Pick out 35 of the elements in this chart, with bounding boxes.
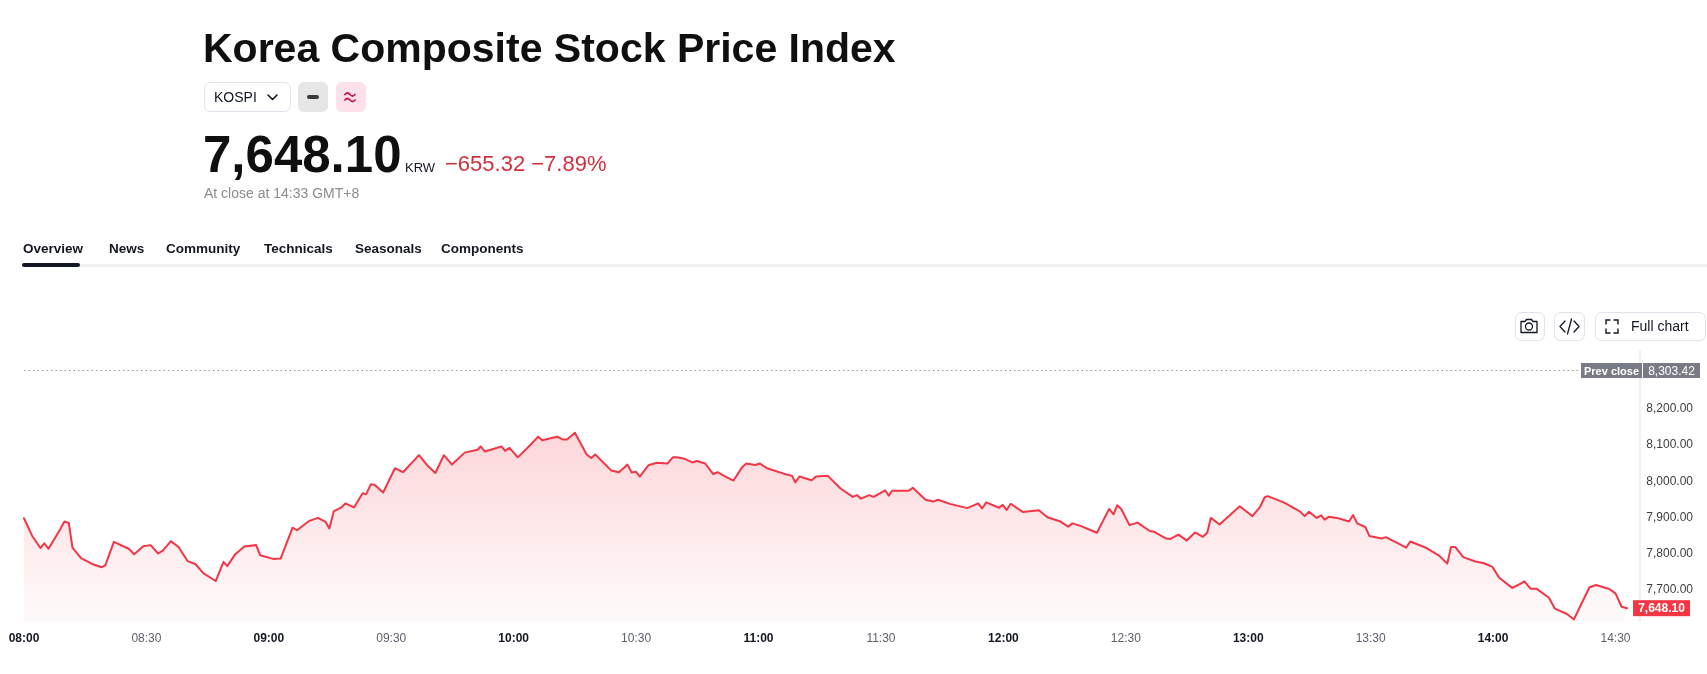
text: KRW	[405, 160, 436, 175]
text: −655.32 −7.89%	[445, 151, 607, 176]
y-tick-label: 7,700.00	[1646, 582, 1694, 597]
text: At close at 14:33 GMT+8	[204, 185, 360, 201]
text: KOSPI	[214, 89, 257, 105]
text: Community	[166, 241, 241, 256]
y-tick-label: 8,200.00	[1646, 401, 1694, 416]
x-tick-label: 11:30	[866, 631, 896, 645]
x-tick-label: 09:00	[253, 631, 285, 645]
x-tick-label: 10:30	[621, 631, 652, 645]
x-tick-label: 10:00	[498, 631, 530, 645]
x-tick-label: 11:00	[743, 631, 774, 645]
annotation: 7,648.10	[1638, 601, 1686, 616]
x-tick-label: 09:30	[376, 631, 407, 645]
text: Overview	[23, 241, 84, 256]
y-tick-label: 8,000.00	[1646, 473, 1694, 488]
chart-title: Korea Composite Stock Price Index	[203, 25, 896, 71]
y-tick-label: 8,100.00	[1646, 437, 1694, 452]
x-tick-label: 14:00	[1477, 631, 1509, 645]
text: Technicals	[264, 241, 333, 256]
x-tick-label: 12:00	[988, 631, 1020, 645]
x-tick-label: 08:30	[131, 631, 162, 645]
x-tick-label: 12:30	[1110, 631, 1142, 645]
text: News	[109, 241, 145, 256]
y-tick-label: 7,800.00	[1646, 546, 1694, 561]
text: Components	[441, 241, 524, 256]
text: Seasonals	[355, 241, 422, 256]
x-tick-label: 14:30	[1600, 631, 1631, 645]
text: 7,648.10	[203, 126, 402, 183]
y-tick-label: 7,900.00	[1646, 509, 1694, 524]
text: Full chart	[1631, 318, 1689, 334]
x-tick-label: 13:30	[1355, 631, 1387, 645]
text: 8,303.42	[1648, 363, 1696, 378]
x-tick-label: 13:00	[1232, 631, 1264, 645]
x-tick-label: 08:00	[8, 631, 40, 645]
